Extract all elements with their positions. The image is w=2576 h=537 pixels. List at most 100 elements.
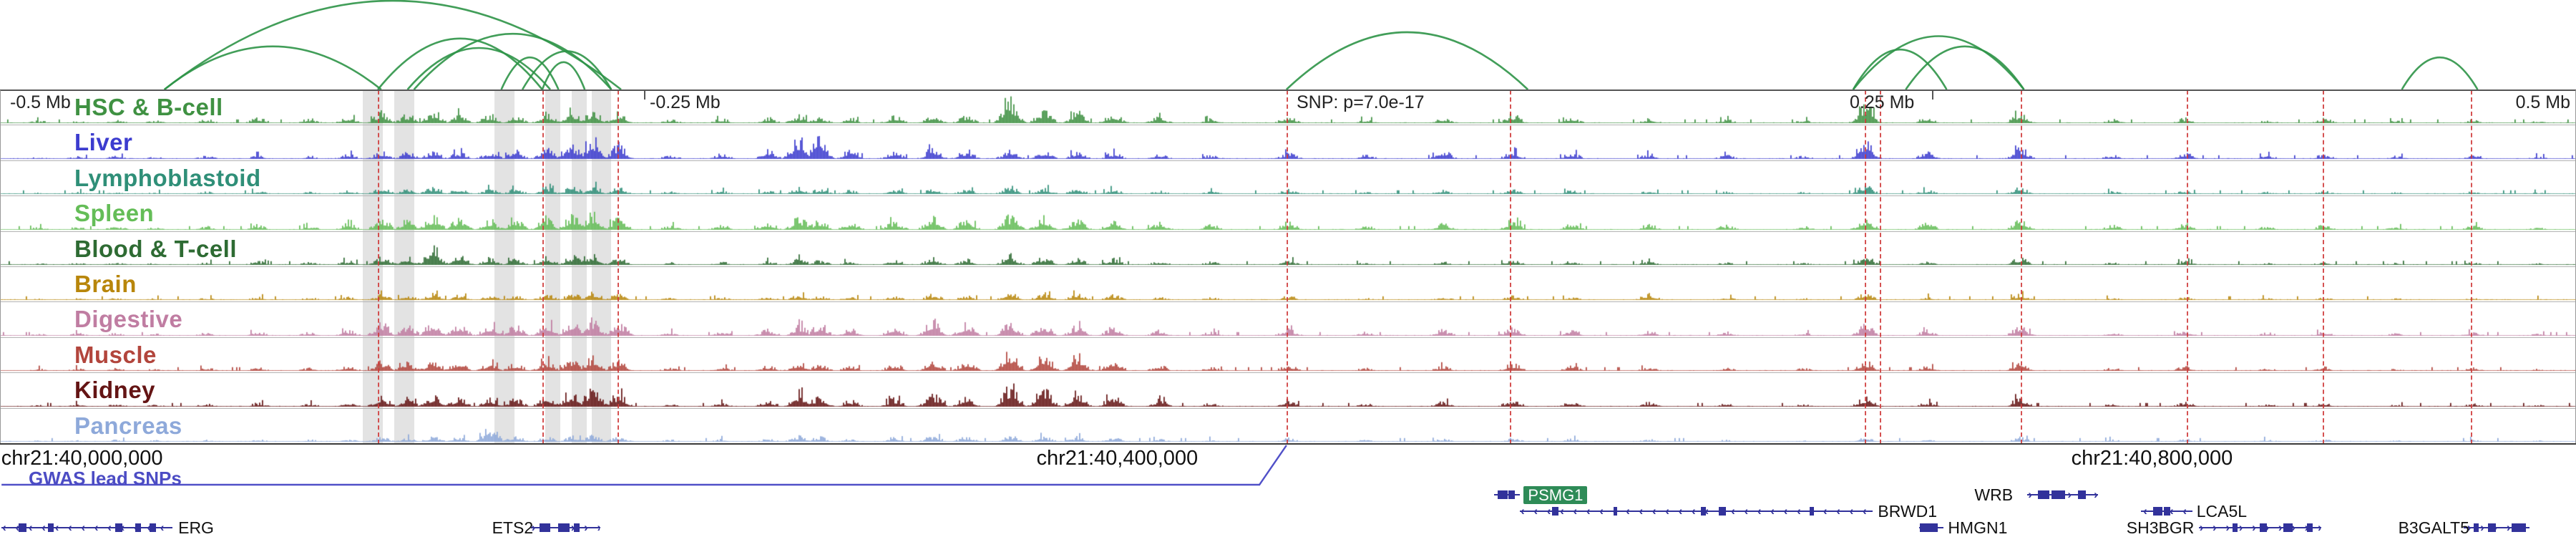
- gene-body-sh3bgr[interactable]: › › › › › › › › › ›: [2198, 520, 2322, 536]
- track-signal-muscle[interactable]: [0, 337, 2576, 372]
- track-blood-t-cell[interactable]: Blood & T-cell: [0, 231, 2576, 267]
- track-signal-blood-t-cell[interactable]: [0, 231, 2576, 266]
- exon-block: [19, 523, 27, 532]
- interaction-arc: [1852, 49, 1948, 90]
- exon-block: [1809, 507, 1814, 516]
- gene-label-wrb[interactable]: WRB: [1974, 485, 2014, 504]
- track-label-kidney: Kidney: [74, 377, 156, 404]
- gene-body-hmgn1[interactable]: ‹ ‹: [1919, 520, 1944, 536]
- track-spleen[interactable]: Spleen: [0, 195, 2576, 232]
- exon-block: [574, 523, 580, 532]
- gwas-snp-line: [2187, 90, 2189, 444]
- exon-block: [1501, 490, 1508, 499]
- gene-body-psmg1[interactable]: ‹ ‹: [1494, 487, 1520, 503]
- gene-label-lca5l[interactable]: LCA5L: [2196, 502, 2248, 521]
- exon-block: [2474, 523, 2479, 532]
- exon-block: [2042, 490, 2049, 499]
- track-hsc-b-cell[interactable]: HSC & B-cell: [0, 90, 2576, 126]
- exon-block: [2163, 507, 2170, 516]
- ruler-line: [0, 90, 2576, 91]
- exon-block: [1613, 507, 1618, 516]
- track-signal-hsc-b-cell[interactable]: [0, 90, 2576, 125]
- strand-arrows-left-icon: ‹ ‹ ‹ ‹ ‹ ‹ ‹ ‹ ‹ ‹ ‹ ‹ ‹ ‹ ‹ ‹ ‹ ‹ ‹ ‹ …: [1521, 504, 1873, 518]
- coordinate-label: chr21:40,800,000: [2071, 447, 2233, 470]
- track-signal-digestive[interactable]: [0, 301, 2576, 337]
- exon-block: [2037, 490, 2046, 499]
- gene-body-wrb[interactable]: › › › › › ›: [2027, 487, 2099, 503]
- interaction-arc: [406, 47, 551, 90]
- gene-body-erg[interactable]: ‹ ‹ ‹ ‹ ‹ ‹ ‹ ‹ ‹ ‹ ‹ ‹ ‹ ‹: [1, 520, 173, 536]
- gwas-snp-line: [378, 90, 380, 444]
- track-label-digestive: Digestive: [74, 306, 183, 333]
- exon-block: [2519, 523, 2525, 532]
- gene-label-hmgn1[interactable]: HMGN1: [1948, 518, 2008, 537]
- track-digestive[interactable]: Digestive: [0, 301, 2576, 338]
- exon-block: [1931, 523, 1938, 532]
- track-signal-pancreas[interactable]: [0, 407, 2576, 442]
- exon-block: [115, 523, 122, 532]
- gene-label-erg[interactable]: ERG: [178, 518, 214, 537]
- gwas-lead-snps-label: GWAS lead SNPs: [29, 468, 182, 489]
- track-label-muscle: Muscle: [74, 341, 157, 368]
- track-liver[interactable]: Liver: [0, 125, 2576, 161]
- gene-label-psmg1[interactable]: PSMG1: [1523, 486, 1588, 504]
- exon-block: [1701, 507, 1706, 516]
- gwas-snp-line: [2471, 90, 2473, 444]
- track-lymphoblastoid[interactable]: Lymphoblastoid: [0, 160, 2576, 197]
- gene-body-b3galt5[interactable]: › › › › ›: [2464, 520, 2530, 536]
- track-label-liver: Liver: [74, 129, 133, 156]
- track-signal-brain[interactable]: [0, 266, 2576, 301]
- track-signal-spleen[interactable]: [0, 195, 2576, 231]
- ruler-label-plus-half: 0.5 Mb: [2515, 92, 2570, 112]
- exon-block: [544, 523, 551, 532]
- gwas-snp-line: [1509, 90, 1511, 444]
- track-label-blood-t-cell: Blood & T-cell: [74, 235, 238, 262]
- track-signal-liver[interactable]: [0, 125, 2576, 160]
- coordinate-label: chr21:40,400,000: [1036, 447, 1199, 470]
- interaction-arc: [521, 50, 613, 90]
- gene-label-brwd1[interactable]: BRWD1: [1878, 502, 1938, 521]
- gene-line: [2464, 527, 2530, 528]
- gwas-snp-line: [1865, 90, 1867, 444]
- gene-body-lca5l[interactable]: ‹ ‹ ‹ ‹: [2140, 503, 2192, 519]
- interaction-arc: [1285, 31, 1529, 90]
- exon-block: [2487, 523, 2496, 532]
- interaction-arc: [541, 61, 586, 90]
- exon-block: [539, 523, 547, 532]
- gene-label-ets2[interactable]: ETS2: [492, 518, 534, 537]
- exon-block: [2259, 523, 2268, 532]
- track-brain[interactable]: Brain: [0, 266, 2576, 303]
- gwas-snp-line: [542, 90, 544, 444]
- gene-label-sh3bgr[interactable]: SH3BGR: [2126, 518, 2195, 537]
- interaction-arc: [1905, 45, 2025, 90]
- ruler-label-minus-quarter: -0.25 Mb: [650, 92, 721, 112]
- interaction-arc: [500, 57, 560, 90]
- track-kidney[interactable]: Kidney: [0, 372, 2576, 409]
- ruler-label-minus-half: -0.5 Mb: [10, 92, 71, 112]
- exon-block: [1552, 507, 1559, 516]
- gwas-snp-line: [2323, 90, 2325, 444]
- track-label-lymphoblastoid: Lymphoblastoid: [74, 164, 261, 191]
- gene-line: [1520, 511, 1873, 512]
- ruler-tick-minus-quarter: [644, 90, 645, 100]
- track-label-hsc-b-cell: HSC & B-cell: [74, 94, 223, 120]
- gwas-snp-line: [1286, 90, 1288, 444]
- gwas-snp-line: [618, 90, 620, 444]
- gwas-snp-line: [1879, 90, 1881, 444]
- track-muscle[interactable]: Muscle: [0, 337, 2576, 374]
- gene-label-b3galt5[interactable]: B3GALT5: [2398, 518, 2469, 537]
- exon-block: [561, 523, 570, 532]
- track-signal-lymphoblastoid[interactable]: [0, 160, 2576, 195]
- exon-block: [48, 523, 54, 532]
- interaction-arcs-layer: [163, 0, 2479, 90]
- gene-body-ets2[interactable]: › › › › › ›: [530, 520, 600, 536]
- exon-block: [2307, 523, 2313, 532]
- track-pancreas[interactable]: Pancreas: [0, 407, 2576, 444]
- track-signal-kidney[interactable]: [0, 372, 2576, 407]
- interaction-arc: [163, 0, 622, 90]
- exon-block: [2156, 507, 2162, 516]
- gene-body-brwd1[interactable]: ‹ ‹ ‹ ‹ ‹ ‹ ‹ ‹ ‹ ‹ ‹ ‹ ‹ ‹ ‹ ‹ ‹ ‹ ‹ ‹ …: [1520, 503, 1873, 519]
- interaction-arc: [413, 32, 613, 90]
- exon-block: [2051, 490, 2058, 499]
- gwas-snp-line: [2020, 90, 2022, 444]
